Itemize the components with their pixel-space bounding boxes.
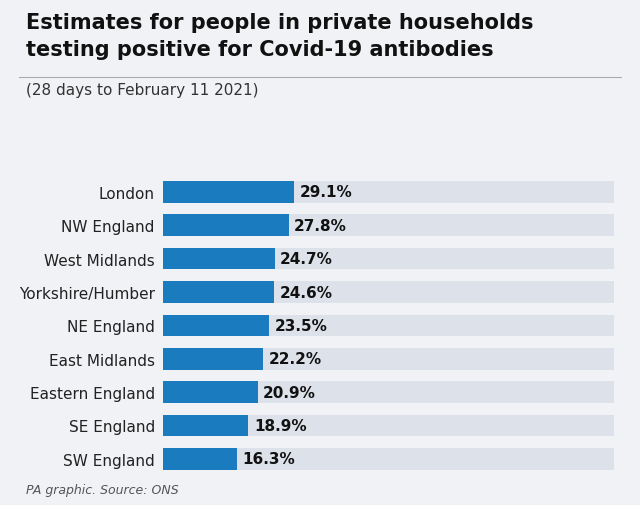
Text: (28 days to February 11 2021): (28 days to February 11 2021) — [26, 83, 258, 98]
Text: 20.9%: 20.9% — [263, 385, 316, 400]
Bar — [163, 315, 269, 336]
Bar — [163, 415, 614, 436]
Bar — [163, 215, 289, 237]
Text: 27.8%: 27.8% — [294, 218, 347, 233]
Bar — [163, 348, 614, 370]
Text: 18.9%: 18.9% — [254, 418, 307, 433]
Bar — [163, 282, 274, 303]
Bar — [163, 248, 614, 270]
Text: 23.5%: 23.5% — [275, 318, 328, 333]
Bar — [163, 215, 614, 237]
Text: 24.6%: 24.6% — [280, 285, 333, 300]
Text: PA graphic. Source: ONS: PA graphic. Source: ONS — [26, 483, 178, 496]
Bar — [163, 348, 264, 370]
Bar — [163, 381, 257, 403]
Bar — [163, 182, 294, 204]
Bar — [163, 282, 614, 303]
Bar — [163, 448, 237, 470]
Bar — [163, 182, 614, 204]
Bar — [163, 448, 614, 470]
Text: 22.2%: 22.2% — [269, 351, 322, 367]
Bar — [163, 315, 614, 336]
Text: 29.1%: 29.1% — [300, 185, 353, 200]
Bar — [163, 248, 275, 270]
Text: testing positive for Covid-19 antibodies: testing positive for Covid-19 antibodies — [26, 40, 493, 61]
Bar — [163, 415, 248, 436]
Bar — [163, 381, 614, 403]
Text: Estimates for people in private households: Estimates for people in private househol… — [26, 13, 533, 33]
Text: 16.3%: 16.3% — [242, 451, 295, 467]
Text: 24.7%: 24.7% — [280, 251, 333, 267]
